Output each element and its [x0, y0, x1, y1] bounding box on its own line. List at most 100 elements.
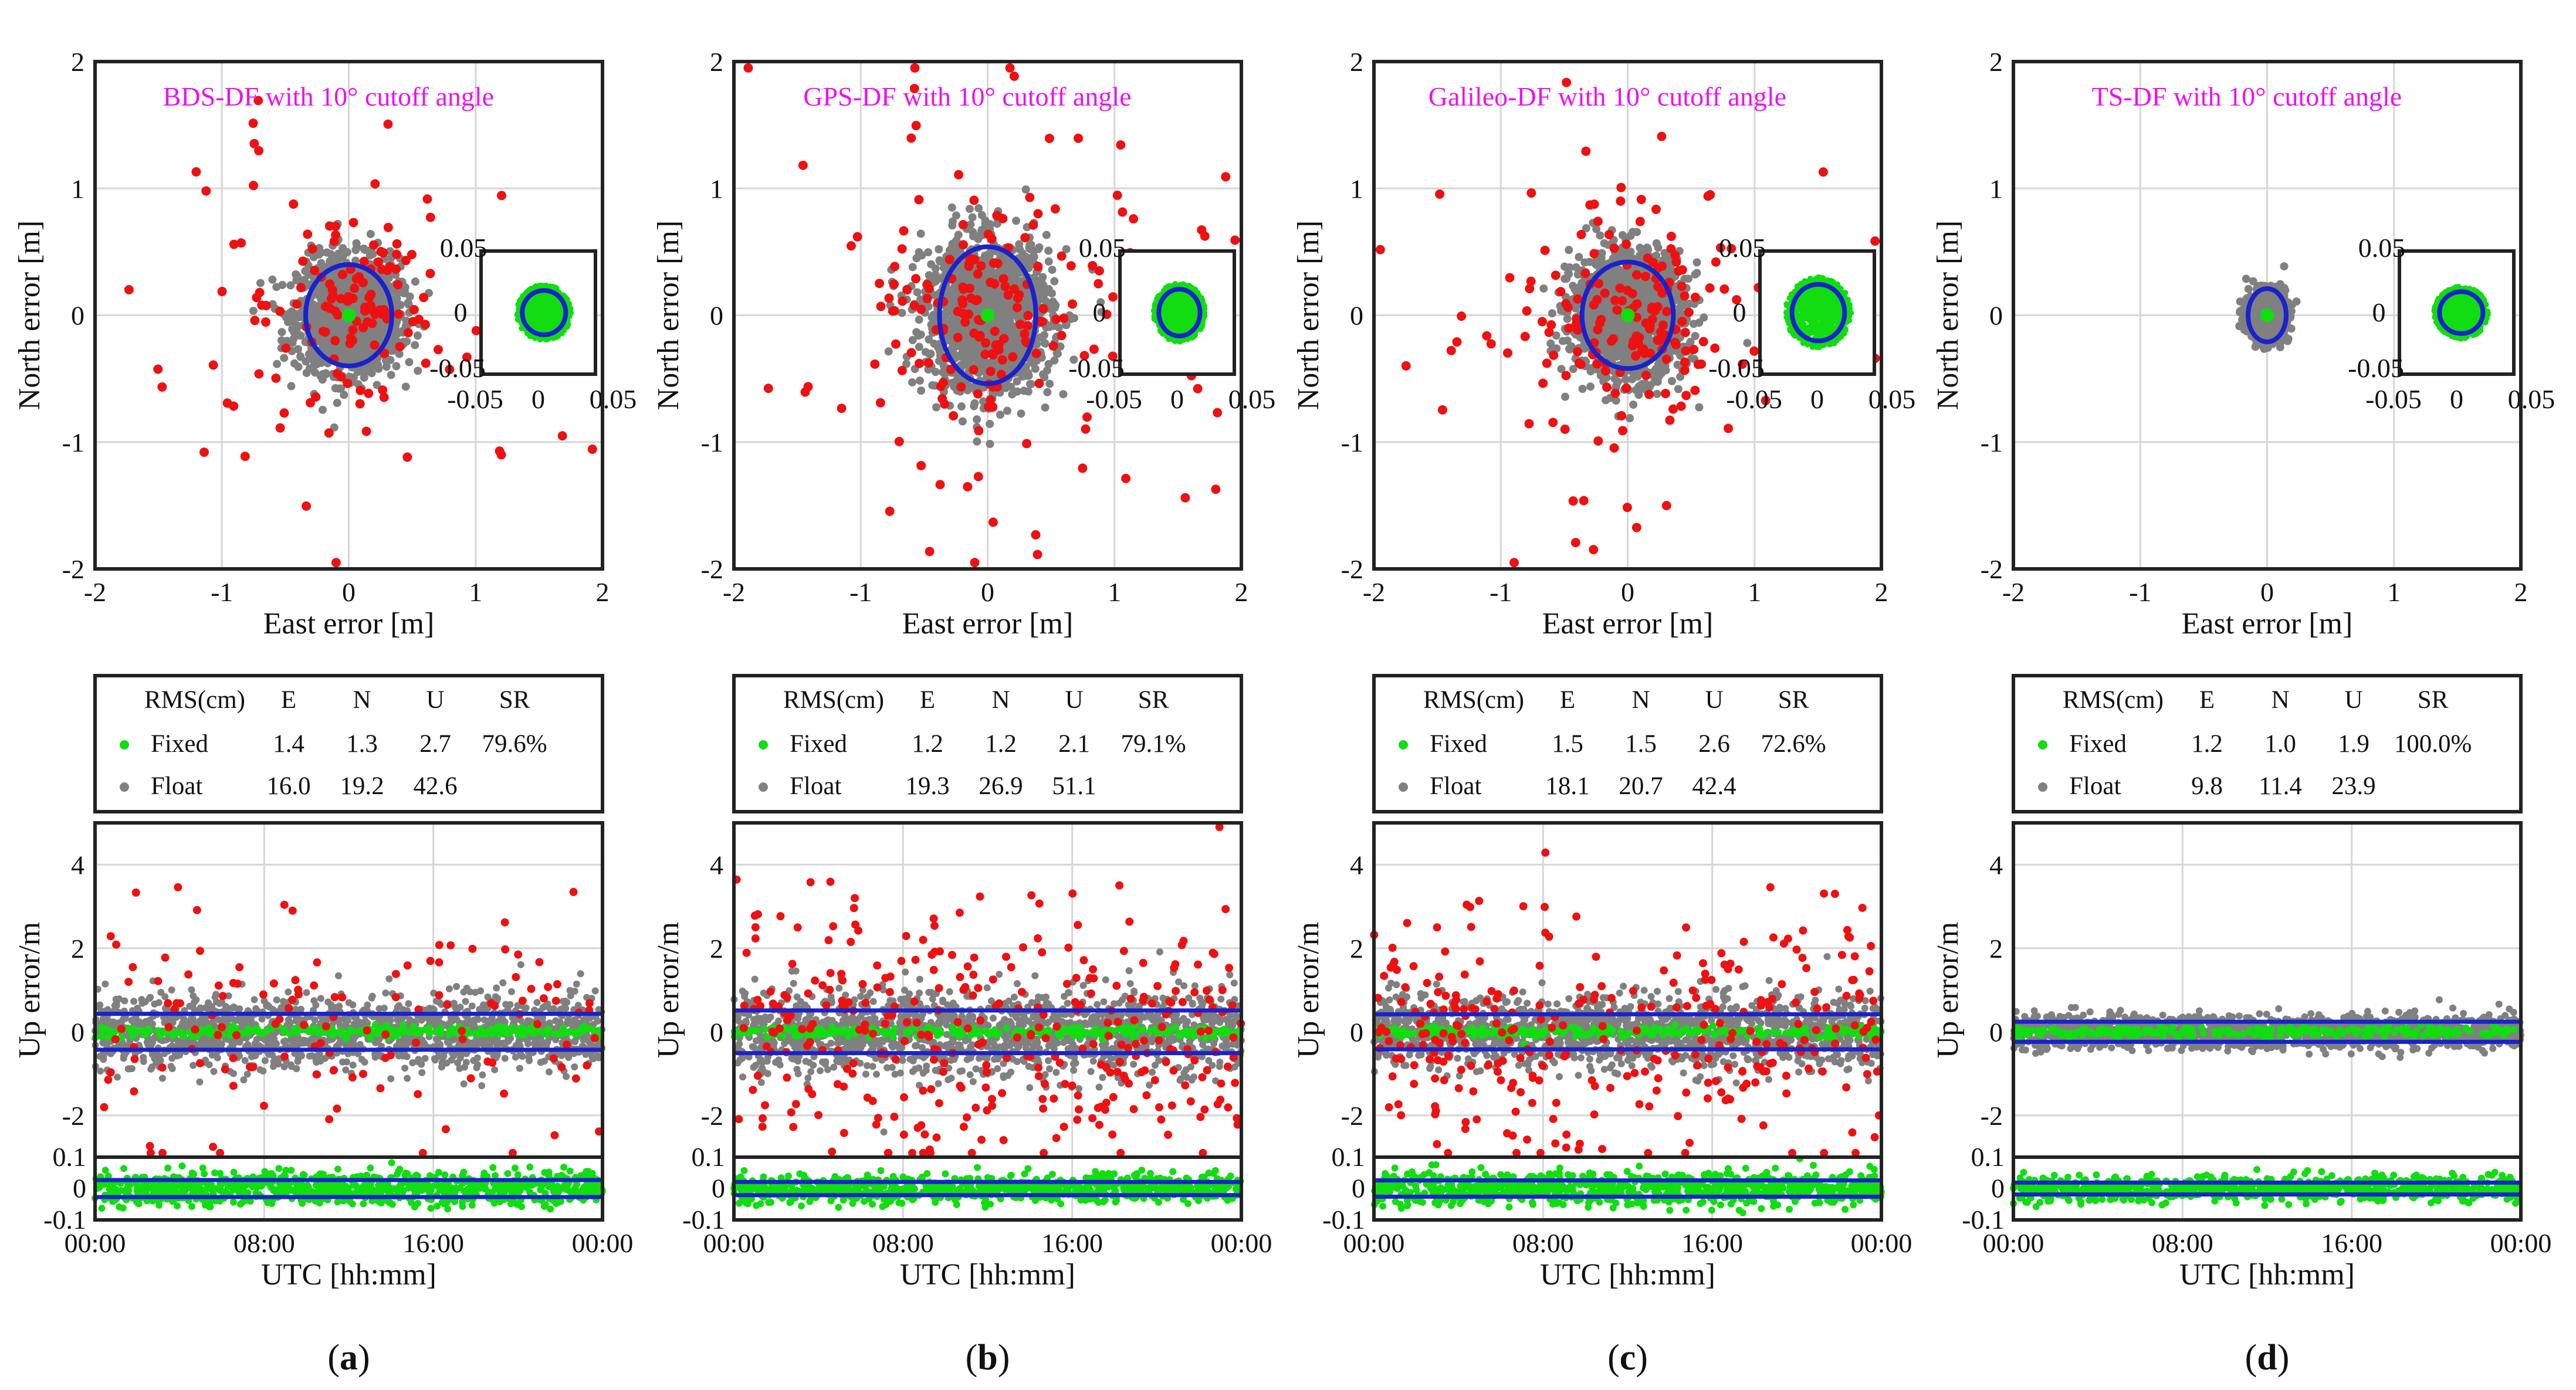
- ts-float-point: [385, 975, 393, 982]
- outlier-point: [332, 368, 342, 378]
- ts-fixed-point: [281, 1029, 289, 1036]
- ts-float-point: [345, 999, 353, 1006]
- ts-float-point: [468, 1002, 476, 1010]
- outlier-point: [217, 287, 227, 297]
- outlier-point: [422, 194, 432, 204]
- ts-outlier-point: [280, 1052, 289, 1061]
- ts-float-point: [269, 1051, 276, 1059]
- ts-float-point: [280, 1038, 287, 1045]
- float-point: [256, 279, 265, 287]
- ts-outlier-point: [325, 1115, 334, 1124]
- ts-float-point: [358, 1056, 365, 1063]
- ts-outlier-point: [551, 996, 560, 1005]
- float-point: [348, 352, 357, 361]
- ts-float-point: [297, 1038, 304, 1045]
- float-point: [296, 352, 305, 361]
- ts-outlier-point: [310, 981, 319, 990]
- ts-fixed-point: [395, 1027, 403, 1035]
- float-point: [411, 341, 419, 350]
- outlier-point: [248, 118, 258, 128]
- strip-fixed-point: [188, 1203, 196, 1211]
- ts-float-point: [327, 1001, 335, 1008]
- outlier-point: [208, 360, 218, 370]
- outlier-point: [292, 299, 302, 309]
- float-point: [309, 253, 318, 262]
- ts-outlier-point: [218, 992, 227, 1001]
- ts-outlier-point: [441, 1125, 450, 1134]
- ts-fixed-point: [371, 1021, 379, 1029]
- scatter-xtick: 1: [469, 577, 482, 607]
- ts-float-point: [571, 1063, 578, 1071]
- float-point: [249, 306, 258, 315]
- strip-fixed-point: [264, 1199, 272, 1206]
- ts-outlier-point: [285, 1004, 293, 1013]
- stats-fixed-cell: 2.7: [419, 730, 451, 758]
- float-point: [273, 360, 282, 368]
- float-point: [387, 340, 395, 349]
- ts-outlier-point: [100, 1103, 109, 1111]
- ts-fixed-point: [206, 1030, 214, 1038]
- strip-fixed-point: [504, 1169, 512, 1177]
- float-point: [321, 369, 330, 378]
- ts-fixed-point: [337, 1030, 345, 1038]
- outlier-point: [425, 269, 435, 279]
- float-point: [411, 277, 419, 286]
- ts-float-point: [130, 998, 138, 1005]
- ts-outlier-point: [514, 950, 523, 959]
- ts-float-point: [167, 1063, 175, 1070]
- inset-fixed-point: [519, 325, 525, 331]
- ts-outlier-point: [435, 991, 444, 999]
- ts-float-point: [387, 1075, 395, 1083]
- strip-fixed-point: [178, 1162, 186, 1169]
- outlier-point: [124, 284, 134, 294]
- ts-outlier-point: [294, 985, 303, 994]
- float-point: [352, 239, 361, 248]
- ts-float-point: [129, 1016, 137, 1023]
- inset-fixed-point: [550, 310, 556, 317]
- scatter-xtick: 0: [342, 577, 356, 607]
- ts-outlier-point: [259, 1101, 268, 1110]
- inset-fixed-point: [542, 307, 549, 313]
- float-point: [296, 331, 305, 340]
- ts-outlier-point: [158, 1063, 167, 1072]
- outlier-point: [367, 318, 377, 328]
- float-point: [318, 405, 327, 414]
- float-point: [314, 317, 323, 326]
- outlier-point: [354, 272, 364, 282]
- ts-outlier-point: [391, 969, 400, 978]
- strip-fixed-point: [414, 1199, 422, 1207]
- ts-outlier-point: [271, 1019, 280, 1028]
- ts-outlier-point: [130, 1055, 139, 1063]
- outlier-point: [249, 181, 259, 191]
- ts-outlier-point: [280, 900, 289, 909]
- outlier-point: [366, 289, 376, 299]
- outlier-point: [379, 305, 389, 315]
- inset-fixed-point: [546, 324, 552, 331]
- strip-fixed-point: [517, 1203, 525, 1211]
- outlier-point: [419, 293, 429, 303]
- ts-float-point: [216, 999, 224, 1007]
- ts-float-point: [519, 1053, 526, 1060]
- ts-float-point: [244, 1040, 252, 1048]
- ts-float-point: [448, 1056, 455, 1064]
- ts-float-point: [531, 1040, 539, 1048]
- ts-outlier-point: [435, 958, 444, 967]
- outlier-point: [402, 452, 412, 462]
- outlier-point: [324, 428, 334, 438]
- float-point: [305, 364, 314, 373]
- strip-fixed-point: [207, 1203, 214, 1211]
- strip-fixed-point: [489, 1164, 497, 1171]
- outlier-point: [379, 392, 389, 402]
- ts-float-point: [230, 1070, 238, 1077]
- outlier-point: [271, 373, 281, 383]
- ts-float-point: [121, 997, 128, 1005]
- ts-outlier-point: [569, 887, 578, 896]
- ts-ytick: -2: [62, 1101, 84, 1131]
- ts-outlier-point: [414, 1090, 422, 1099]
- ts-float-point: [243, 1070, 251, 1078]
- outlier-point: [324, 221, 334, 231]
- ts-float-point: [199, 1020, 207, 1028]
- ts-float-point: [401, 1064, 409, 1072]
- float-point: [338, 283, 347, 292]
